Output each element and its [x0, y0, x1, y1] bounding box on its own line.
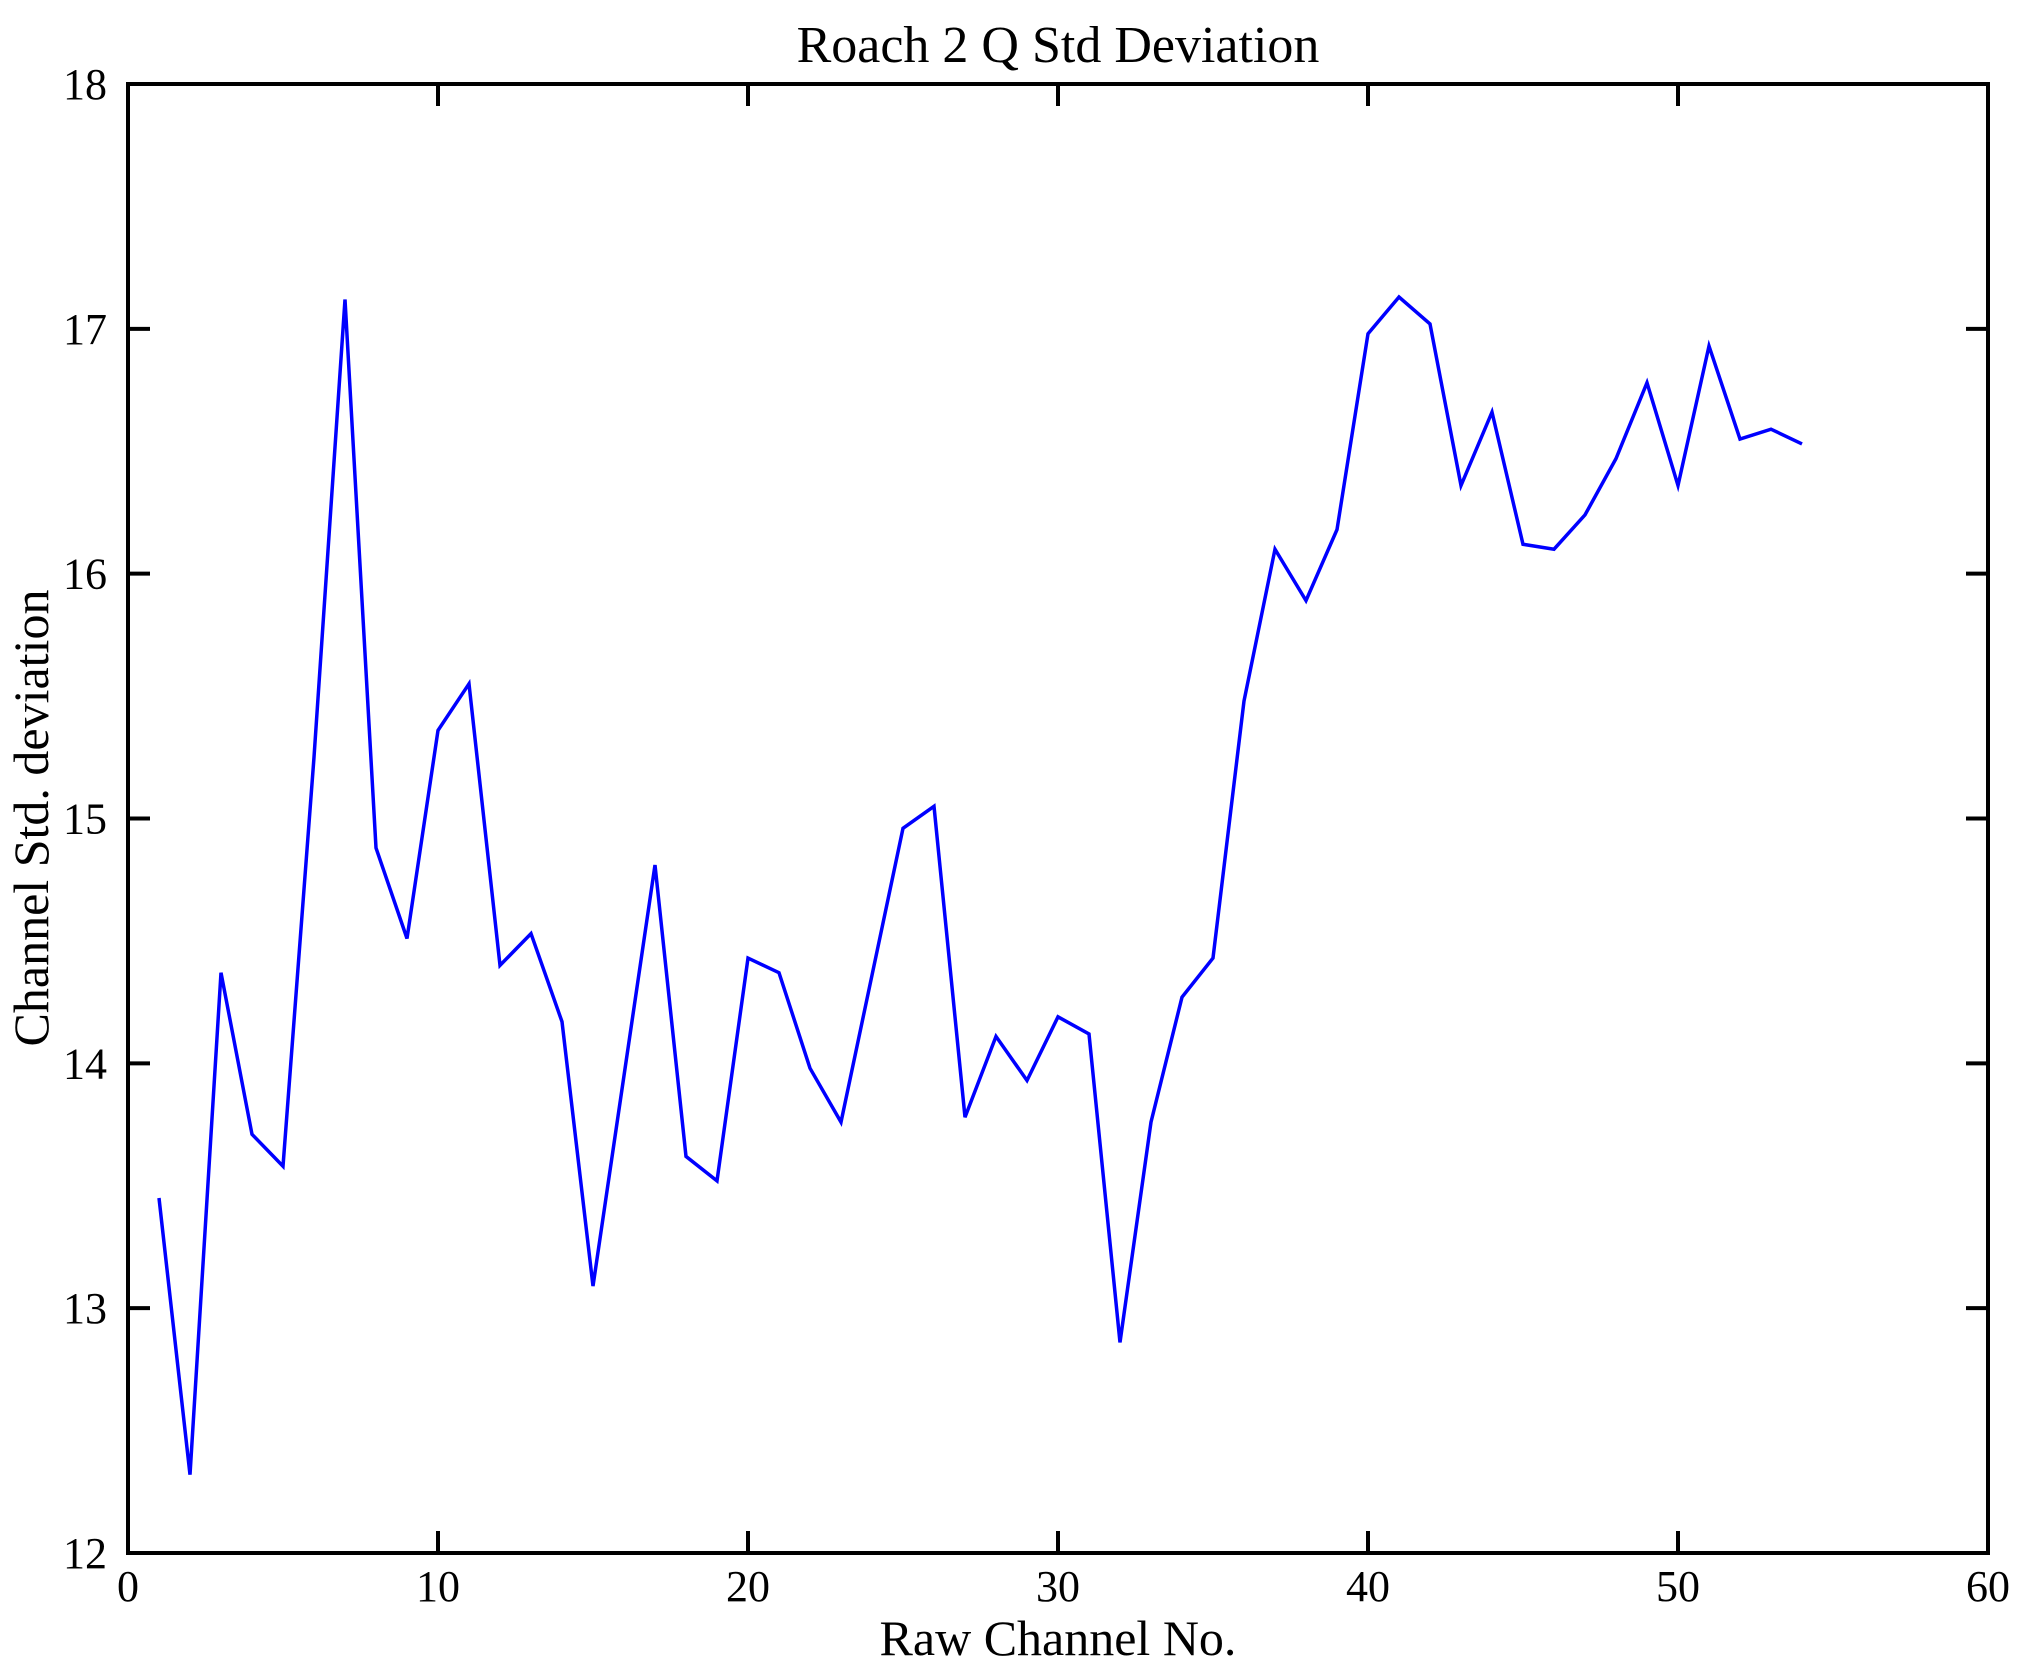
y-tick-label: 14 [63, 1039, 107, 1088]
y-tick-label: 18 [63, 60, 107, 109]
data-series-group [157, 294, 1803, 1475]
y-tick-label: 13 [63, 1284, 107, 1333]
y-tick-label: 15 [63, 795, 107, 844]
x-tick-label: 40 [1346, 1562, 1390, 1611]
plot-box [126, 82, 1990, 1555]
data-line [157, 294, 1803, 1475]
y-tick-label: 12 [63, 1529, 107, 1578]
chart-title: Roach 2 Q Std Deviation [797, 17, 1320, 74]
axis-tick-labels: 0 10 20 30 40 50 60 12 13 14 15 16 17 18 [63, 60, 2010, 1611]
x-tick-label: 0 [117, 1562, 139, 1611]
x-tick-label: 10 [416, 1562, 460, 1611]
x-tick-label: 50 [1656, 1562, 1700, 1611]
axis-ticks [126, 82, 1990, 1555]
y-tick-label: 17 [63, 305, 107, 354]
x-tick-label: 60 [1966, 1562, 2010, 1611]
x-tick-label: 30 [1036, 1562, 1080, 1611]
x-axis-label: Raw Channel No. [880, 1610, 1237, 1666]
x-tick-label: 20 [726, 1562, 770, 1611]
y-axis-label: Channel Std. deviation [3, 590, 59, 1047]
y-tick-label: 16 [63, 550, 107, 599]
